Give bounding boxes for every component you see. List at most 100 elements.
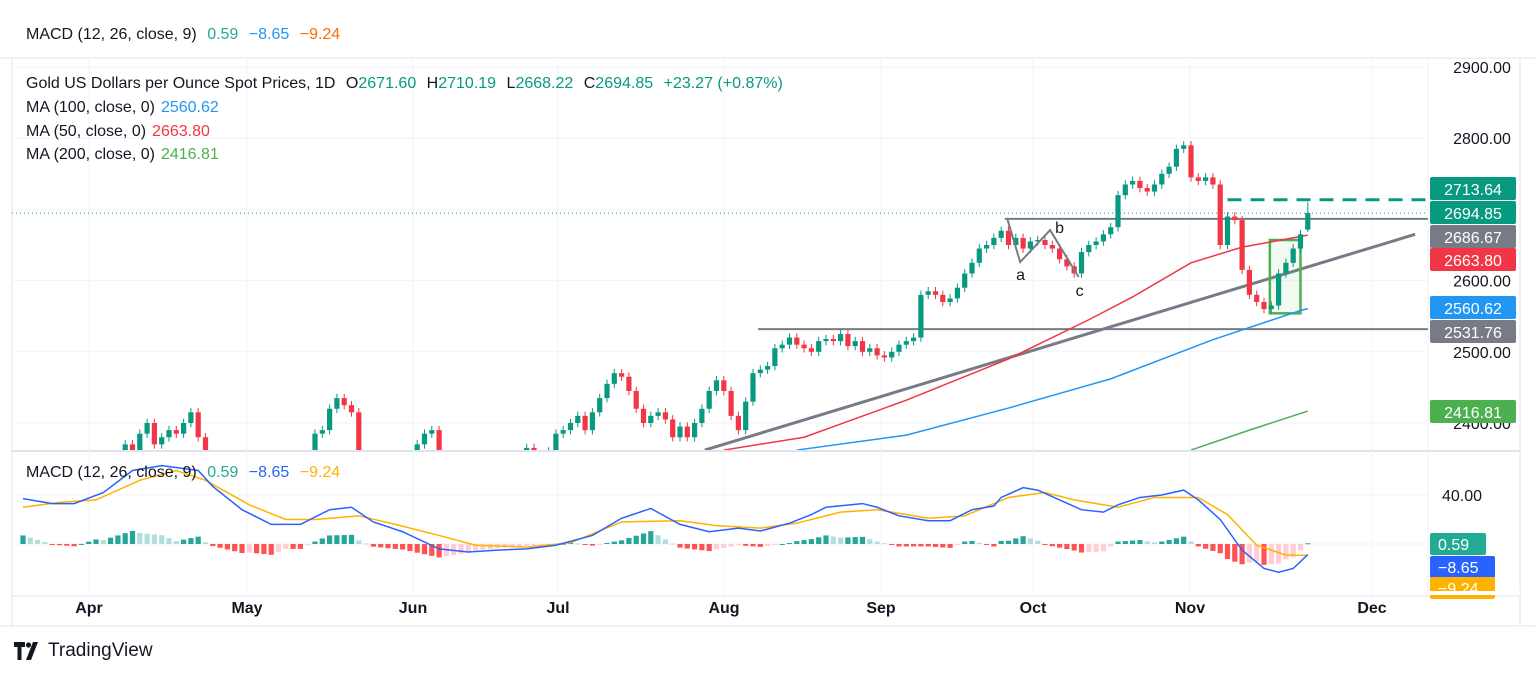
- candle-body: [1283, 262, 1289, 274]
- highlight-box[interactable]: [1268, 238, 1302, 315]
- candle-body: [356, 412, 362, 450]
- macd-histogram-bar: [421, 544, 428, 555]
- ma50-value: 2663.80: [152, 123, 210, 140]
- candle-body: [436, 430, 442, 450]
- price-tag-label: 2713.64: [1444, 182, 1502, 199]
- price-tag-bg: [1430, 400, 1516, 423]
- price-tag-2531.76: 2531.76: [1430, 320, 1516, 343]
- candle: [940, 290, 946, 307]
- macd-histogram-bar: [932, 544, 939, 547]
- macd-histogram-bar: [772, 544, 778, 545]
- candle: [808, 343, 814, 357]
- macd-histogram-bar: [1188, 541, 1194, 544]
- candle-body: [670, 419, 676, 438]
- close-value: 2694.85: [595, 75, 654, 92]
- macd-signal-line: [22, 469, 1308, 557]
- candle: [648, 411, 654, 428]
- macd-histogram-bar: [713, 544, 720, 550]
- macd-value: −8.65: [248, 464, 290, 481]
- macd-histogram-bar: [940, 544, 946, 548]
- candle-body: [859, 341, 866, 352]
- tradingview-logo[interactable]: TradingView: [14, 640, 153, 662]
- ohlc-high: H2710.19: [427, 75, 496, 92]
- price-tag-label: 2663.80: [1444, 253, 1502, 270]
- macd-histogram-bar: [1173, 538, 1179, 544]
- symbol-title: Gold US Dollars per Ounce Spot Prices, 1…: [26, 75, 336, 92]
- candle-body: [1005, 230, 1012, 245]
- candle-body: [151, 423, 157, 445]
- macd-histogram-bar: [392, 544, 398, 549]
- candle: [567, 418, 574, 435]
- macd-histogram-bar: [1035, 540, 1041, 544]
- candle-body: [648, 415, 654, 423]
- ma100-label: MA (100, close, 0): [26, 99, 155, 116]
- candle: [195, 408, 201, 442]
- macd-histogram-bar: [1005, 540, 1012, 544]
- macd-histogram-bar: [911, 544, 917, 547]
- candle: [735, 411, 741, 435]
- candle-body: [743, 401, 749, 431]
- candle: [421, 429, 428, 449]
- macd-histogram-bar: [655, 535, 661, 544]
- macd-histogram-bar: [509, 544, 515, 547]
- trendline[interactable]: [704, 232, 1416, 450]
- candle-body: [808, 348, 814, 352]
- candle: [582, 411, 588, 435]
- candle: [677, 422, 683, 442]
- candle: [1297, 230, 1304, 253]
- candle: [626, 372, 632, 396]
- macd-histogram-bar: [1239, 544, 1245, 565]
- price-tag-2686.67: 2686.67: [1430, 225, 1516, 248]
- macd-histogram-bar: [925, 544, 931, 547]
- candle: [334, 393, 340, 414]
- candle: [1254, 290, 1260, 307]
- price-tick-label: 2800.00: [1453, 131, 1511, 148]
- candle-body: [202, 437, 209, 450]
- macd-histogram-bar: [1093, 544, 1099, 552]
- candle-body: [567, 423, 574, 431]
- macd-histogram-bar: [1108, 544, 1114, 547]
- macd-histogram-bar: [1086, 544, 1092, 553]
- candle: [283, 483, 288, 499]
- low-label: L: [506, 75, 516, 92]
- candle-body: [1100, 234, 1106, 242]
- candle: [502, 458, 507, 477]
- macd-histogram-bar: [648, 531, 654, 544]
- time-axis-label-aug: Aug: [708, 600, 739, 617]
- macd-histogram-bar: [1144, 541, 1150, 544]
- abc-wave-line[interactable]: [1006, 217, 1080, 278]
- macd-histogram-bar: [144, 533, 150, 544]
- candle-body: [539, 462, 544, 473]
- candle-body: [1115, 195, 1121, 228]
- price-axis[interactable]: 2900.002800.002600.002500.002400.0040.00…: [1428, 60, 1520, 599]
- candle: [531, 443, 537, 450]
- candle: [129, 440, 136, 450]
- candle: [874, 343, 880, 360]
- candle-body: [1144, 188, 1150, 192]
- candle: [743, 397, 749, 435]
- macd-histogram-bar: [823, 535, 829, 544]
- candle-body: [889, 351, 895, 358]
- candle-body: [991, 237, 997, 245]
- candle-body: [1086, 245, 1092, 253]
- macd-histogram-bar: [268, 544, 274, 555]
- close-label: C: [583, 75, 596, 92]
- macd-histogram-bar: [991, 544, 997, 547]
- candle: [356, 408, 362, 450]
- candle: [429, 425, 435, 438]
- candle: [611, 368, 617, 389]
- macd-histogram-bar: [750, 544, 756, 547]
- candle-body: [1049, 245, 1055, 249]
- candle: [1305, 202, 1311, 233]
- candle-body: [305, 455, 310, 462]
- ma100-legend: MA (100, close, 0) 2560.62: [26, 99, 225, 117]
- candle-body: [327, 408, 333, 431]
- macd-histogram-bar: [1276, 544, 1282, 564]
- candle-body: [1159, 173, 1165, 185]
- price-tick-label: 2500.00: [1453, 345, 1511, 362]
- macd-histogram-bar: [1013, 538, 1019, 544]
- macd-histogram-bar: [1100, 544, 1106, 552]
- macd-histogram-bar: [1057, 544, 1063, 548]
- macd-tag-0.59: 0.59: [1430, 533, 1486, 555]
